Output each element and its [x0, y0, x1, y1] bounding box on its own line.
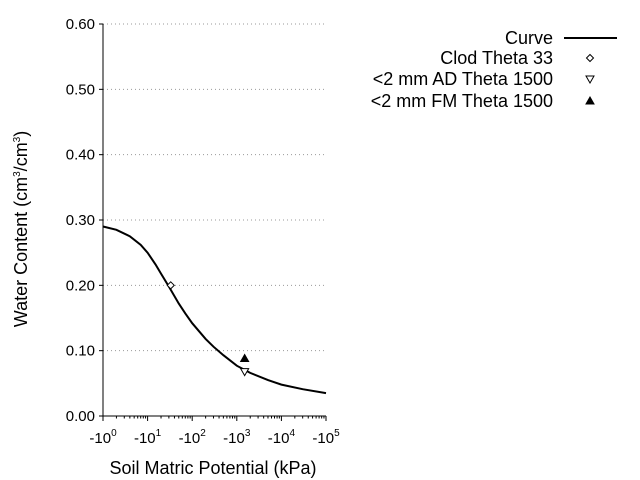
x-tick-exponent: 1 — [156, 428, 162, 439]
x-tick-base: -10 — [179, 430, 201, 447]
data-point — [239, 353, 250, 363]
y-axis-title: Water Content (cm3/cm3) — [11, 131, 31, 328]
x-tick-base: -10 — [312, 430, 334, 447]
y-tick-label: 0.50 — [66, 81, 95, 98]
data-point — [239, 368, 250, 377]
x-tick-exponent: 5 — [334, 428, 340, 439]
legend-label: Clod Theta 33 — [440, 48, 553, 68]
y-axis-title-sup2: 3 — [12, 136, 23, 142]
y-tick-label: 0.60 — [66, 16, 95, 33]
legend-marker — [585, 53, 595, 63]
x-tick-exponent: 0 — [111, 428, 117, 439]
x-tick-base: -10 — [268, 430, 290, 447]
data-point — [166, 281, 175, 290]
legend-marker — [585, 75, 595, 85]
y-tick-label: 0.40 — [66, 147, 95, 164]
gridlines — [103, 23, 326, 352]
x-tick-labels: -100 -101 -102 -103 -104 -105 — [89, 428, 340, 447]
series-layer — [102, 225, 327, 395]
y-tick-label: 0.30 — [66, 212, 95, 229]
x-tick-base: -10 — [89, 430, 111, 447]
y-tick-label: 0.20 — [66, 277, 95, 294]
x-tick-base: -10 — [223, 430, 245, 447]
x-tick-label: -103 — [223, 428, 251, 447]
x-tick-label: -101 — [134, 428, 162, 447]
x-tick-label: -102 — [179, 428, 207, 447]
legend-label: <2 mm FM Theta 1500 — [371, 91, 553, 111]
x-axis-title: Soil Matric Potential (kPa) — [109, 458, 316, 478]
y-tick-labels: 0.00 0.10 0.20 0.30 0.40 0.50 0.60 — [66, 16, 95, 425]
y-axis-title-end: ) — [11, 131, 31, 137]
x-tick-label: -100 — [89, 428, 117, 447]
x-tick-label: -105 — [312, 428, 340, 447]
y-tick-label: 0.00 — [66, 408, 95, 425]
y-axis-title-mid: /cm — [11, 142, 31, 171]
y-axis-title-main: Water Content (cm — [11, 177, 31, 327]
legend-marker — [585, 95, 595, 105]
x-tick-exponent: 2 — [200, 428, 206, 439]
plot-axes — [99, 23, 327, 421]
y-tick-label: 0.10 — [66, 343, 95, 360]
x-tick-exponent: 4 — [289, 428, 295, 439]
x-tick-exponent: 3 — [245, 428, 251, 439]
x-tick-base: -10 — [134, 430, 156, 447]
y-axis-title-sup1: 3 — [12, 171, 23, 177]
x-tick-label: -104 — [268, 428, 296, 447]
legend-label: Curve — [505, 28, 553, 48]
retention-curve-line — [102, 225, 327, 395]
legend-label: <2 mm AD Theta 1500 — [373, 69, 553, 89]
